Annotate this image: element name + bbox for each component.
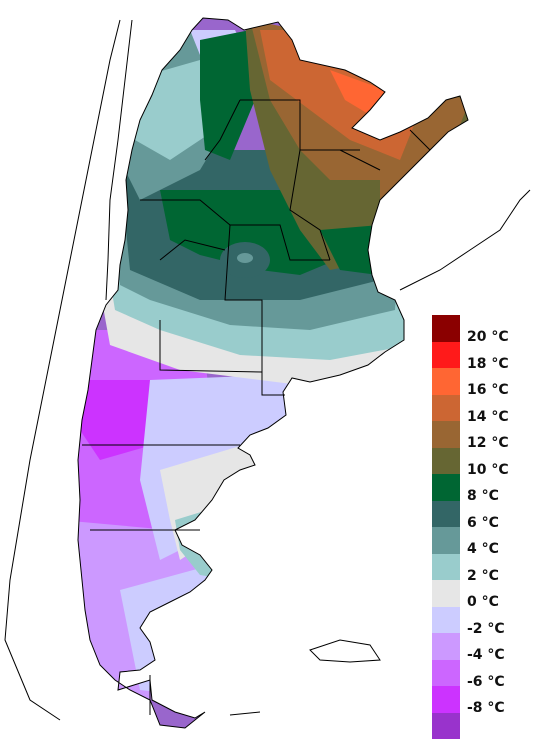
- legend-label: 10 °C: [467, 461, 509, 478]
- legend-row: 14 °C: [432, 394, 532, 425]
- legend-row: 4 °C: [432, 527, 532, 557]
- legend-row: 2 °C: [432, 553, 532, 584]
- legend-swatch: [432, 633, 460, 660]
- legend-swatch: [432, 474, 460, 501]
- legend-row: -8 °C: [432, 686, 532, 716]
- legend-swatch: [432, 712, 460, 739]
- legend-swatch: [432, 315, 460, 342]
- legend-row: 0 °C: [432, 580, 532, 610]
- temperature-legend: 20 °C 18 °C 16 °C 14 °C 12 °C 10 °C 8 °C…: [432, 315, 532, 739]
- legend-swatch: [432, 686, 460, 713]
- legend-row: [432, 712, 532, 739]
- legend-label: -4 °C: [467, 647, 505, 663]
- neighbor-coastlines: [4, 19, 531, 721]
- legend-row: 16 °C: [432, 368, 532, 398]
- legend-swatch: [432, 500, 460, 527]
- legend-label: 12 °C: [467, 435, 509, 451]
- legend-swatch: [432, 580, 460, 607]
- legend-row: 8 °C: [432, 474, 532, 504]
- legend-swatch: [432, 527, 460, 554]
- legend-label: 4 °C: [467, 541, 499, 557]
- legend-label: 8 °C: [467, 488, 499, 504]
- legend-row: -6 °C: [432, 659, 532, 690]
- legend-row: 18 °C: [432, 341, 532, 372]
- legend-row: -4 °C: [432, 633, 532, 663]
- legend-label: -6 °C: [467, 673, 505, 690]
- legend-swatch: [432, 368, 460, 395]
- legend-label: 16 °C: [467, 382, 509, 398]
- legend-label: 0 °C: [467, 594, 499, 610]
- legend-swatch: [432, 394, 460, 421]
- legend-swatch: [432, 553, 460, 580]
- legend-swatch: [432, 606, 460, 633]
- legend-label: 18 °C: [467, 355, 509, 372]
- legend-swatch: [432, 447, 460, 474]
- legend-row: 20 °C: [432, 315, 532, 345]
- legend-label: -2 °C: [467, 620, 505, 637]
- legend-swatch: [432, 421, 460, 448]
- legend-label: 20 °C: [467, 329, 509, 345]
- legend-label: 6 °C: [467, 514, 499, 531]
- legend-label: -8 °C: [467, 700, 505, 716]
- province-borders: [77, 17, 469, 729]
- legend-label: 2 °C: [467, 567, 499, 584]
- legend-row: 10 °C: [432, 447, 532, 478]
- legend-row: -2 °C: [432, 606, 532, 637]
- legend-label: 14 °C: [467, 408, 509, 425]
- legend-row: 12 °C: [432, 421, 532, 451]
- legend-swatch: [432, 341, 460, 368]
- legend-swatch: [432, 659, 460, 686]
- legend-row: 6 °C: [432, 500, 532, 531]
